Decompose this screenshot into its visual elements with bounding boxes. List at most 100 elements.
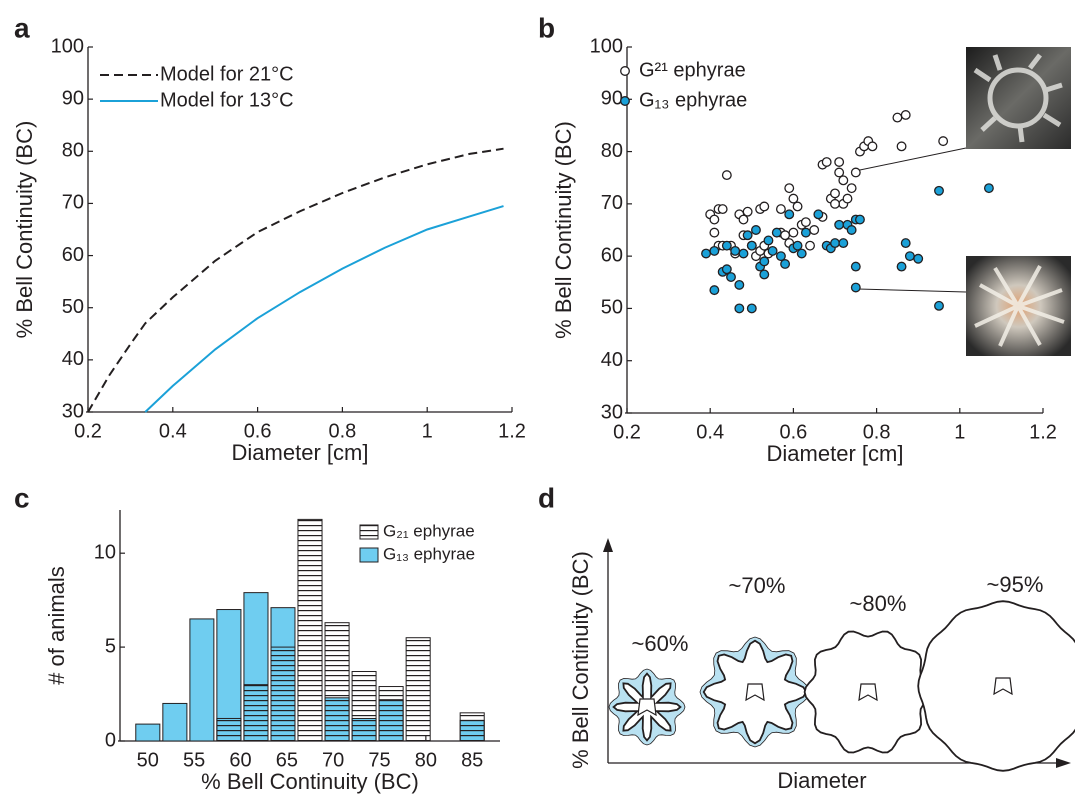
data-point (759, 269, 770, 280)
y-axis-label: % Bell Continuity (BC) (568, 551, 593, 769)
data-point (796, 248, 807, 259)
y-tick-label: 5 (105, 635, 116, 657)
panel-label: c (14, 482, 30, 513)
y-tick-label: 40 (601, 349, 623, 371)
data-point (834, 219, 845, 230)
data-point (838, 175, 849, 186)
ephyra-manubrium (745, 683, 765, 702)
histogram-bar (405, 637, 431, 742)
data-point (934, 300, 944, 311)
x-tick-label: 85 (461, 749, 483, 771)
histogram-bar (378, 686, 404, 742)
data-point (850, 261, 861, 272)
data-point (896, 141, 907, 152)
legend-swatch (359, 547, 379, 563)
data-point (717, 204, 728, 215)
x-tick-label: 0.6 (779, 421, 807, 443)
data-point (830, 238, 840, 249)
y-tick-label: 90 (62, 87, 84, 109)
data-point (867, 141, 878, 152)
y-tick-label: 50 (601, 297, 623, 319)
x-tick-label: 50 (137, 749, 159, 771)
x-tick-label: 1.2 (1029, 421, 1057, 443)
x-tick-label: 1.2 (498, 420, 526, 442)
data-point (709, 285, 720, 296)
data-point (742, 230, 753, 241)
data-point (742, 206, 753, 217)
arrow-head (603, 538, 613, 552)
data-point (701, 248, 711, 259)
data-point (734, 279, 745, 290)
data-point (821, 157, 832, 167)
x-axis-label: Diameter [cm] (767, 441, 904, 466)
x-axis-label: Diameter [cm] (232, 440, 369, 465)
x-tick-label: 65 (276, 749, 298, 771)
data-point (855, 214, 865, 225)
data-point (834, 157, 845, 167)
x-axis-label: % Bell Continuity (BC) (201, 769, 419, 794)
leader-line (854, 147, 967, 172)
data-point (730, 245, 741, 256)
legend-label: G₂₁ ephyrae (383, 521, 475, 540)
data-point (759, 256, 770, 267)
y-tick-label: 70 (601, 192, 623, 214)
histogram-bar (189, 618, 215, 742)
y-axis-label: % Bell Continuity (BC) (12, 121, 37, 339)
chart-panel: a 30 40 50 60 70 80 90 100 0.2 0.4 0.6 0.8 1 1.2 Diamet… (12, 12, 526, 464)
data-point (746, 240, 757, 251)
stage-label: ~80% (850, 591, 907, 616)
y-tick-label: 100 (51, 35, 84, 57)
histogram-bar (324, 622, 350, 742)
data-point (983, 183, 994, 194)
data-point (788, 227, 799, 238)
data-point (784, 209, 795, 220)
x-tick-label: 1 (954, 421, 965, 443)
data-point (850, 282, 861, 293)
ephyra-body (612, 672, 682, 742)
y-tick-label: 70 (62, 192, 84, 214)
y-tick-label: 80 (62, 140, 84, 162)
data-point (846, 183, 857, 194)
panel-label: b (538, 12, 555, 43)
data-point (746, 303, 757, 314)
data-point (900, 238, 911, 249)
arrow-head (1056, 758, 1071, 768)
data-point (805, 240, 815, 251)
leader-line (857, 288, 967, 293)
data-point (809, 225, 820, 235)
photo-ephyra (973, 53, 1063, 143)
data-point (771, 227, 782, 238)
ephyra-body (803, 630, 933, 754)
panel-label: d (538, 482, 555, 513)
y-tick-label: 100 (590, 35, 623, 57)
x-tick-label: 80 (415, 749, 437, 771)
x-tick-label: 0.4 (159, 420, 187, 442)
panel-label: a (14, 12, 30, 43)
data-point (846, 225, 857, 235)
data-point (838, 238, 849, 249)
legend-swatch (359, 524, 379, 540)
data-point (842, 193, 853, 204)
data-point (800, 217, 811, 228)
histogram-bar (216, 717, 242, 742)
histogram-bar (243, 684, 269, 742)
data-point (709, 227, 720, 238)
x-tick-label: 0.2 (74, 420, 102, 442)
data-point (721, 240, 732, 251)
data-point (721, 264, 732, 275)
data-point (763, 235, 774, 246)
y-tick-label: 10 (94, 541, 116, 563)
data-point (709, 214, 720, 225)
data-point (900, 110, 911, 120)
data-point (788, 193, 799, 204)
data-point (830, 198, 840, 209)
legend-label: G₁₃ ephyrae (383, 544, 475, 563)
chart-panel: c 0 5 10 50 55 60 65 70 75 80 85 % Bell Continuity (… (14, 482, 500, 794)
chart-panel: b 30 40 50 60 70 80 90 100 0.2 0.4 0.6 0.8 1 1.2 Diamet… (538, 12, 1057, 465)
histogram-bar (270, 646, 296, 742)
histogram-bar (351, 671, 377, 742)
photo-insets (854, 47, 1071, 356)
data-point (813, 209, 824, 220)
legend-label: Model for 21°C (160, 63, 294, 85)
